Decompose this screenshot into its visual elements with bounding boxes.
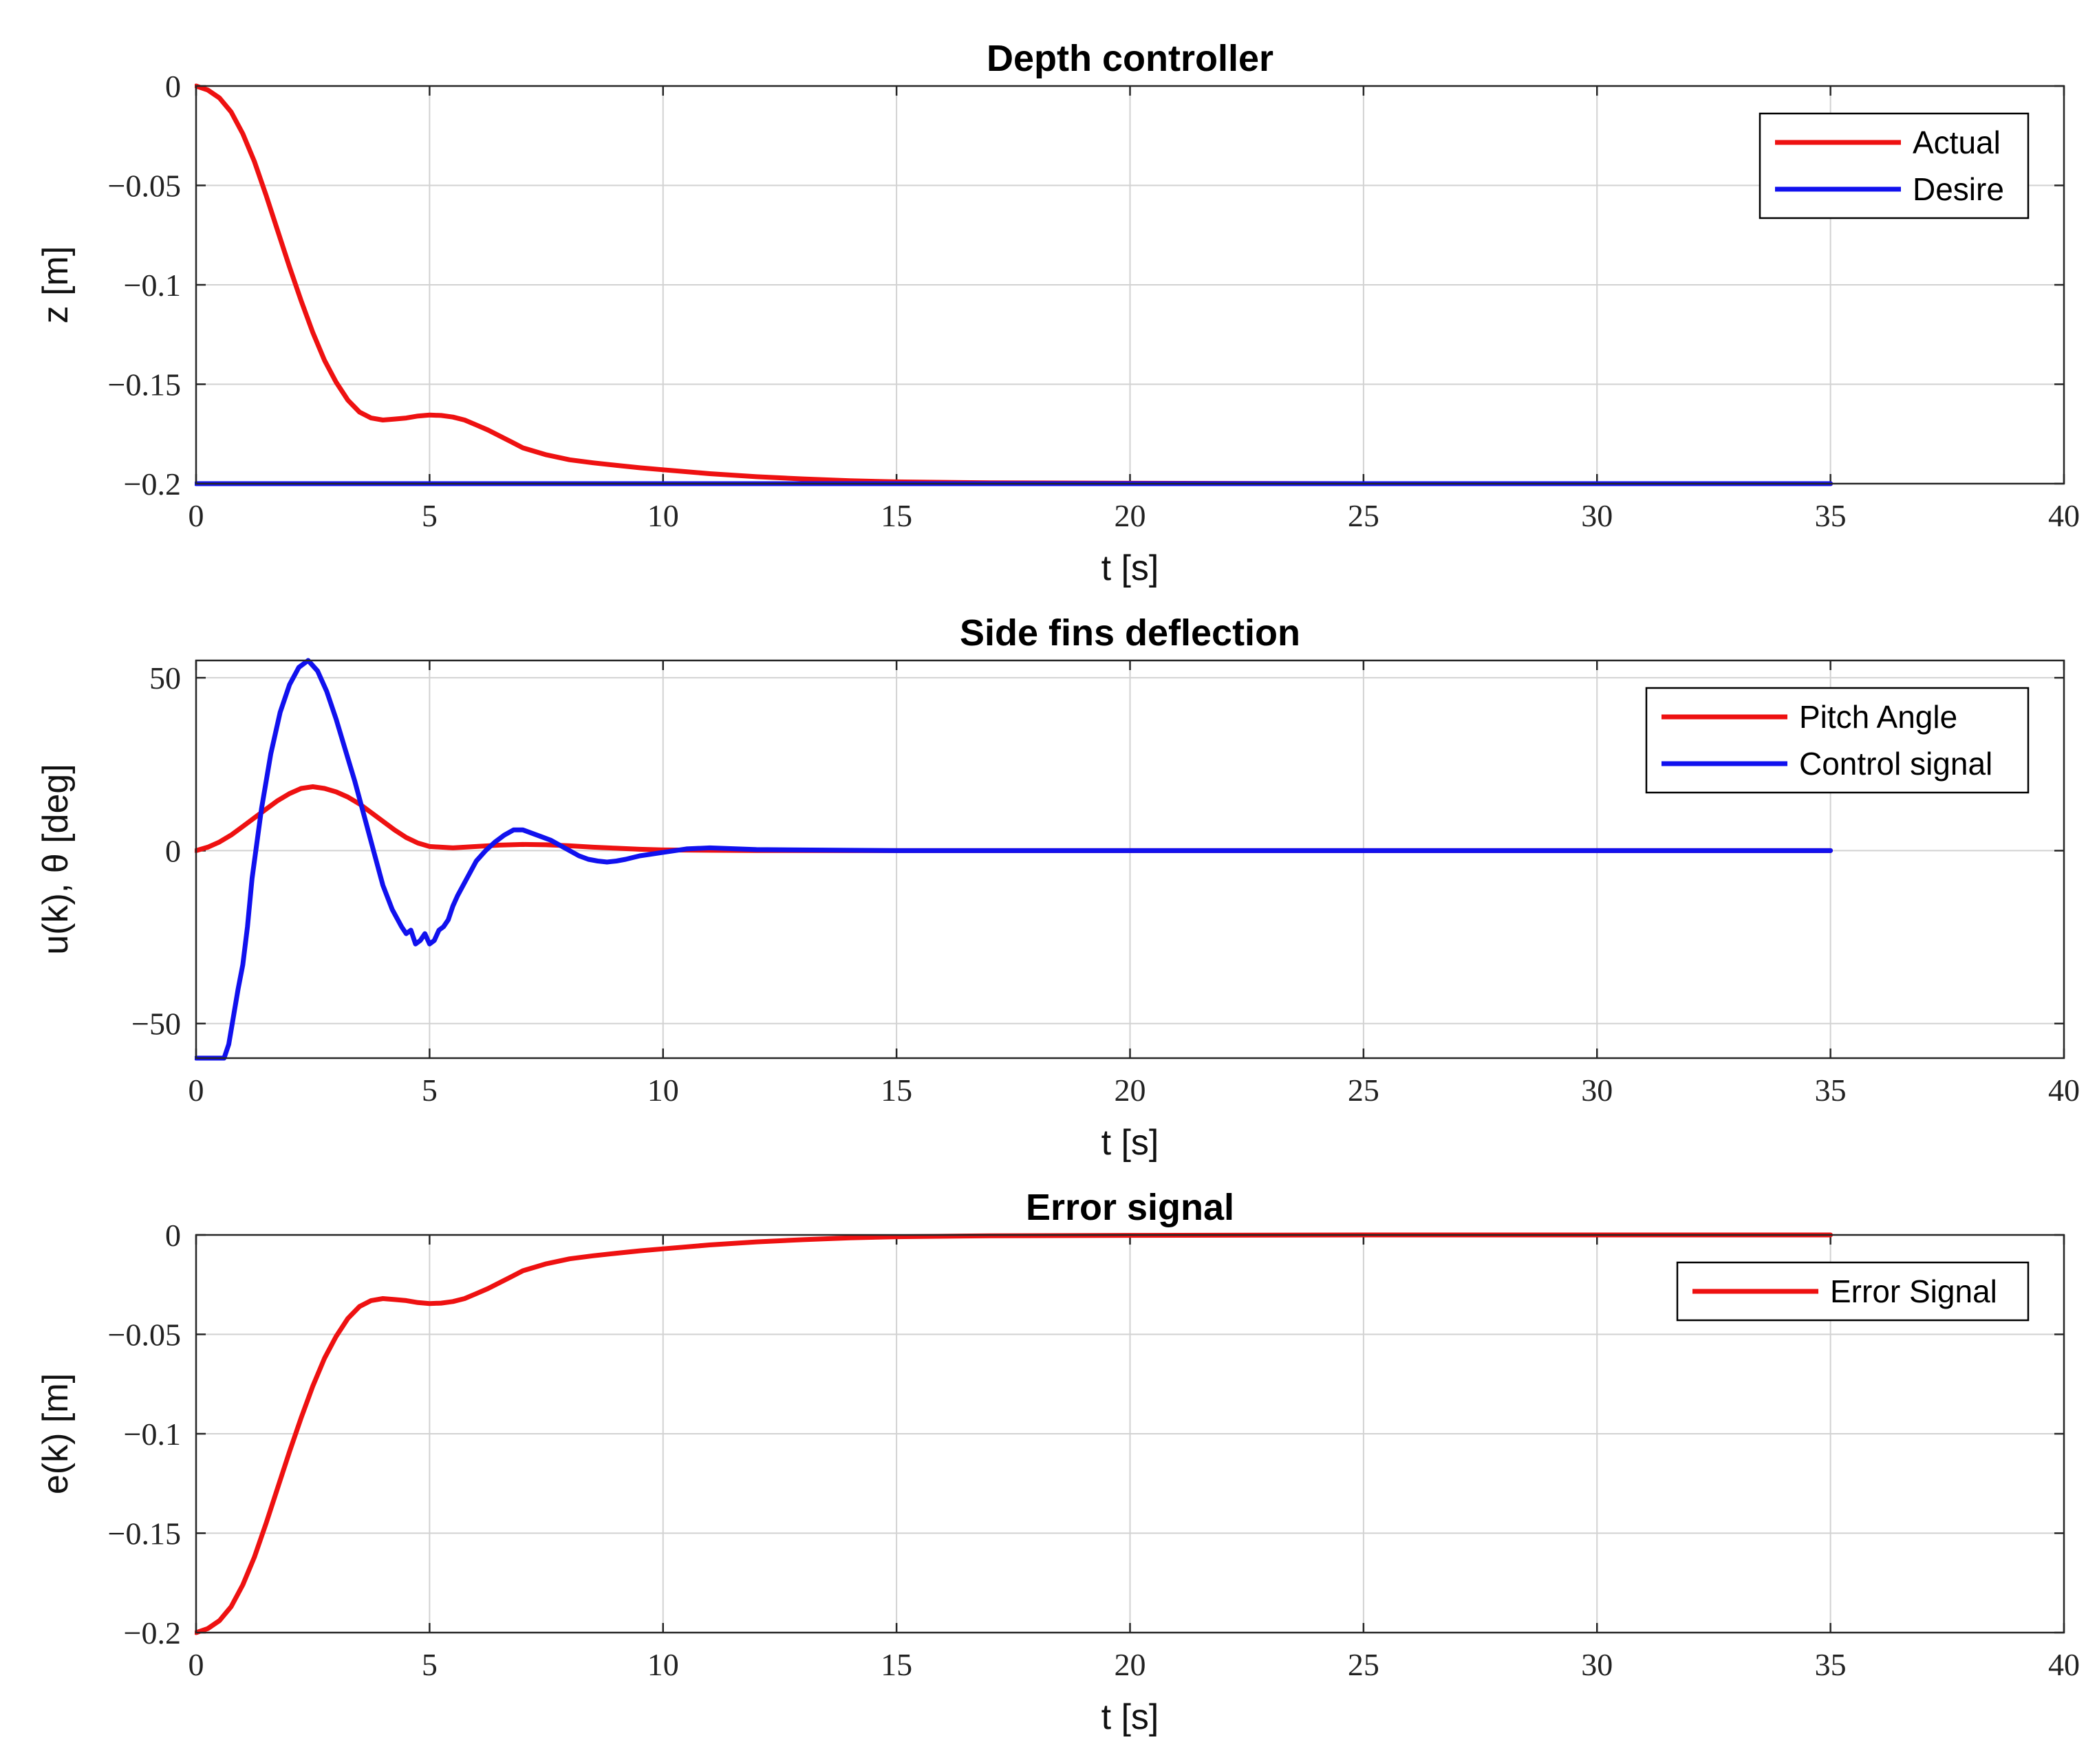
x-tick-label: 30 <box>1581 1073 1613 1108</box>
x-tick-label: 0 <box>189 1073 204 1108</box>
y-tick-label: −0.05 <box>108 1317 181 1353</box>
x-tick-label: 15 <box>881 498 912 533</box>
legend: Error Signal <box>1676 1261 2030 1322</box>
x-tick-label: 20 <box>1115 498 1146 533</box>
x-tick-label: 10 <box>647 498 679 533</box>
legend-box <box>1759 112 2030 219</box>
legend-box <box>1645 687 2030 794</box>
legend: Pitch Angle Control signal <box>1645 687 2030 794</box>
y-tick-label: −50 <box>131 1007 181 1042</box>
x-tick-label: 20 <box>1115 1073 1146 1108</box>
x-tick-label: 35 <box>1815 1647 1847 1682</box>
chart-title: Side fins deflection <box>960 612 1300 654</box>
y-tick-label: −0.1 <box>124 1417 181 1452</box>
x-tick-label: 5 <box>422 498 438 533</box>
x-tick-label: 25 <box>1348 498 1379 533</box>
x-axis-label: t [s] <box>1101 1123 1159 1163</box>
y-tick-label: −0.05 <box>108 169 181 204</box>
legend-label: Actual <box>1913 125 2001 160</box>
y-axis-label: e(k) [m] <box>36 1373 76 1494</box>
axes-box <box>195 85 2065 485</box>
x-tick-label: 35 <box>1815 1073 1847 1108</box>
x-tick-label: 40 <box>2048 1647 2080 1682</box>
x-axis-label: t [s] <box>1101 548 1159 588</box>
x-tick-label: 35 <box>1815 498 1847 533</box>
x-tick-label: 0 <box>189 498 204 533</box>
x-tick-label: 30 <box>1581 1647 1613 1682</box>
series-line-actual <box>195 83 1833 486</box>
axes-box <box>195 1234 2065 1634</box>
x-tick-label: 5 <box>422 1647 438 1682</box>
y-tick-label: −0.1 <box>124 268 181 303</box>
series-line-error-signal <box>195 1232 1833 1635</box>
legend-label: Error Signal <box>1830 1273 1997 1309</box>
x-tick-label: 15 <box>881 1073 912 1108</box>
legend-label: Desire <box>1913 171 2004 207</box>
chart-panel-1: 0 5 10 15 20 25 30 35 40 0 −0.05 −0.1 −0.15 −0.2 Depth… <box>36 38 2080 588</box>
x-tick-label: 40 <box>2048 1073 2080 1108</box>
chart-title: Depth controller <box>987 38 1273 79</box>
x-axis-label: t [s] <box>1101 1697 1159 1737</box>
legend: Actual Desire <box>1759 112 2030 219</box>
y-tick-label: 0 <box>165 833 181 868</box>
x-tick-label: 10 <box>647 1647 679 1682</box>
chart-title: Error signal <box>1026 1187 1234 1228</box>
axes-box <box>195 659 2065 1060</box>
series-line-pitch-angle <box>195 784 1833 853</box>
legend-label: Pitch Angle <box>1799 699 1957 735</box>
y-axis-label: z [m] <box>36 246 76 324</box>
y-tick-label: 50 <box>149 660 181 696</box>
x-tick-label: 25 <box>1348 1073 1379 1108</box>
y-tick-label: −0.2 <box>124 1615 181 1650</box>
y-tick-label: 0 <box>165 1218 181 1253</box>
x-tick-label: 10 <box>647 1073 679 1108</box>
y-axis-label: u(k), θ [deg] <box>36 764 76 954</box>
x-tick-label: 15 <box>881 1647 912 1682</box>
x-tick-label: 25 <box>1348 1647 1379 1682</box>
y-tick-label: −0.2 <box>124 466 181 502</box>
x-tick-label: 5 <box>422 1073 438 1108</box>
y-tick-label: −0.15 <box>108 367 181 402</box>
x-tick-label: 20 <box>1115 1647 1146 1682</box>
legend-label: Control signal <box>1799 746 1992 782</box>
x-tick-label: 30 <box>1581 498 1613 533</box>
series-line-control-signal <box>195 658 1833 1061</box>
chart-panel-3: 0 5 10 15 20 25 30 35 40 0 −0.05 −0.1 −0.15 −0.2 Error… <box>36 1187 2080 1737</box>
x-tick-label: 40 <box>2048 498 2080 533</box>
y-tick-label: 0 <box>165 69 181 104</box>
x-tick-label: 0 <box>189 1647 204 1682</box>
y-tick-label: −0.15 <box>108 1516 181 1551</box>
